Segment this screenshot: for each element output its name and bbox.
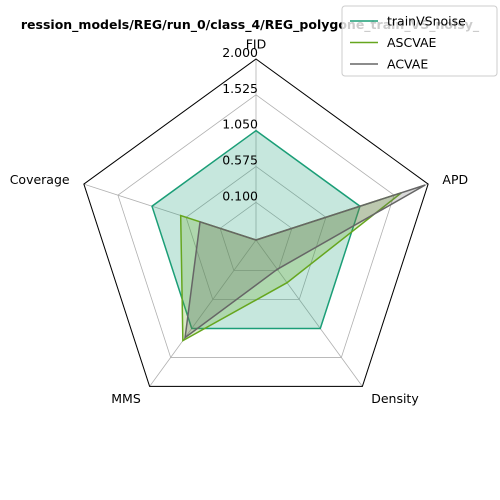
legend: trainVSnoise ASCVAE ACVAE [341,5,498,77]
series-fill-trainvsnoise [151,130,361,329]
tick-label: 0.575 [222,152,258,167]
legend-label-ascvae: ASCVAE [387,35,437,50]
grid-ring [219,201,293,271]
grid-ring [117,94,395,358]
axis-label-mms: MMS [111,391,141,406]
axis-label-apd: APD [442,172,468,187]
series-line-acvae [184,184,426,340]
grid-spoke [149,239,257,387]
outer-frame [83,58,429,387]
axis-label-fid: FID [246,37,267,52]
axis-label-coverage: Coverage [10,172,70,187]
legend-label-trainvsnoise: trainVSnoise [387,14,466,29]
legend-box [341,5,498,77]
grid-spoke [255,239,363,387]
tick-label: 0.100 [222,188,258,203]
legend-label-acvae: ACVAE [387,57,428,72]
series-layer [151,129,426,342]
tick-label: 1.050 [222,117,258,132]
axis-label-density: Density [371,391,419,406]
tick-label: 1.525 [222,81,258,96]
tick-label: 2.000 [222,45,258,60]
series-fill-acvae [185,185,426,338]
series-line-trainvsnoise [151,129,361,330]
